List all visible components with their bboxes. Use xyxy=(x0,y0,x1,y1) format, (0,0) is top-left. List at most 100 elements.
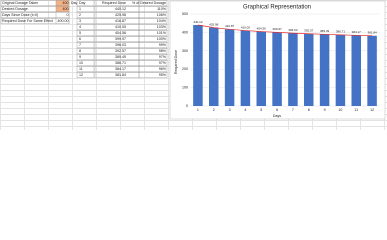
table-text: 396.03 xyxy=(115,43,126,47)
table-text: 110% xyxy=(157,7,167,11)
table-cell xyxy=(76,18,95,25)
y-tick-label: 500 xyxy=(182,12,188,16)
bar xyxy=(319,34,330,106)
bar xyxy=(335,34,346,106)
table-text: 389.49 xyxy=(115,55,126,59)
table-cell xyxy=(138,30,168,37)
table-text: 399.97 xyxy=(115,37,126,41)
table-cell xyxy=(76,24,95,31)
table-text: 99% xyxy=(159,43,167,47)
bar xyxy=(351,35,361,106)
y-tick-label: 300 xyxy=(182,49,188,53)
chart-title: Graphical Representation xyxy=(243,5,311,11)
y-tick-label: 0 xyxy=(186,104,188,108)
table-cell xyxy=(138,60,168,67)
x-tick-label: 6 xyxy=(276,108,278,112)
x-tick-label: 7 xyxy=(292,108,294,112)
table-cell xyxy=(138,18,168,25)
data-label: 425.98 xyxy=(209,22,219,26)
y-axis-label: Required Dose xyxy=(174,50,178,74)
input-cell xyxy=(55,11,70,18)
table-cell xyxy=(76,30,95,37)
input-unit: Day xyxy=(71,1,78,5)
bar xyxy=(224,29,235,106)
table-cell xyxy=(76,11,95,18)
y-tick-label: 400 xyxy=(182,30,188,34)
table-text: 11 xyxy=(79,67,83,71)
table-cell xyxy=(76,48,95,55)
bar xyxy=(193,25,203,106)
table-text: 106% xyxy=(157,13,167,17)
table-cell xyxy=(76,54,95,61)
data-label: 404.56 xyxy=(257,26,267,30)
x-tick-label: 1 xyxy=(197,108,199,112)
x-tick-label: 2 xyxy=(213,108,215,112)
trend-line xyxy=(197,24,373,37)
table-text: 104% xyxy=(157,19,167,23)
x-tick-label: 12 xyxy=(370,108,374,112)
x-tick-label: 8 xyxy=(308,108,310,112)
spreadsheet: Graphical Representation Days Required D… xyxy=(0,0,387,130)
x-tick-label: 3 xyxy=(229,108,231,112)
table-text: 12 xyxy=(79,73,83,77)
data-label: 392.57 xyxy=(304,29,314,33)
table-cell xyxy=(76,5,95,12)
bar xyxy=(209,27,219,106)
input-value: 0 xyxy=(67,13,69,17)
bar xyxy=(367,35,377,106)
table-cell xyxy=(138,54,168,61)
x-tick-label: 9 xyxy=(324,108,326,112)
table-text: 2 xyxy=(79,13,81,17)
input-label: Days Since Dose (t=0) xyxy=(2,13,38,17)
table-text: 386.71 xyxy=(115,61,126,65)
table-cell xyxy=(76,36,95,43)
table-text: 404.56 xyxy=(115,31,126,35)
header-cell xyxy=(76,0,95,6)
bar xyxy=(256,31,266,107)
x-tick-label: 5 xyxy=(260,108,262,112)
table-text: 6 xyxy=(79,37,81,41)
bar xyxy=(272,32,282,107)
data-label: 440.12 xyxy=(193,20,203,24)
input-cell xyxy=(55,0,70,6)
input-value: 400 xyxy=(63,7,69,11)
table-cell xyxy=(76,42,95,49)
table-cell xyxy=(138,36,168,43)
table-cell xyxy=(138,24,168,31)
data-label: 384.17 xyxy=(352,30,362,34)
table-text: 7 xyxy=(79,43,81,47)
table-text: 4 xyxy=(79,25,81,29)
table-text: 392.57 xyxy=(115,49,126,53)
table-text: 384.17 xyxy=(115,67,126,71)
table-text: 100% xyxy=(157,37,167,41)
data-label: 396.03 xyxy=(288,28,298,32)
data-label: 410.05 xyxy=(241,25,251,29)
table-text: 101% xyxy=(157,31,167,35)
input-cell xyxy=(55,5,70,12)
table-text: 1 xyxy=(79,7,81,11)
x-tick-label: 11 xyxy=(354,108,358,112)
table-text: 3 xyxy=(79,19,81,23)
table-cell xyxy=(138,5,168,12)
x-tick-label: 4 xyxy=(244,108,246,112)
bar xyxy=(288,33,298,107)
table-cell xyxy=(138,65,168,72)
table-text: 416.87 xyxy=(115,19,126,23)
input-label: Desired Dosage xyxy=(2,7,28,11)
table-text: 97% xyxy=(159,61,167,65)
table-text: 5 xyxy=(79,31,81,35)
input-label: Original Dosage Taken xyxy=(2,1,38,5)
input-cell xyxy=(55,18,70,25)
table-text: 410.05 xyxy=(115,25,126,29)
table-text: 10 xyxy=(79,61,83,65)
data-label: 381.84 xyxy=(367,31,377,35)
table-header: Day xyxy=(79,1,86,5)
table-cell xyxy=(138,11,168,18)
table-text: 8 xyxy=(79,49,81,53)
canvas: Graphical Representation Days Required D… xyxy=(0,0,386,120)
table-text: 440.12 xyxy=(115,7,126,11)
y-tick-label: 100 xyxy=(182,86,188,90)
table-cell xyxy=(138,71,168,78)
input-label: Required Dose For Same Effect xyxy=(2,19,53,23)
table-cell xyxy=(76,60,95,67)
